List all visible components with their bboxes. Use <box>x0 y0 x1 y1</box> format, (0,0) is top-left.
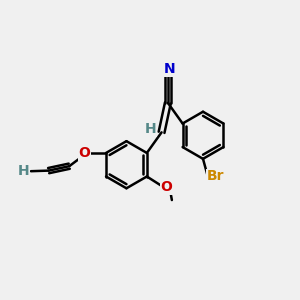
Text: Br: Br <box>207 169 224 184</box>
Text: H: H <box>145 122 156 136</box>
Text: O: O <box>79 146 91 160</box>
Text: N: N <box>164 62 175 76</box>
Text: H: H <box>18 164 29 178</box>
Text: O: O <box>160 180 172 194</box>
